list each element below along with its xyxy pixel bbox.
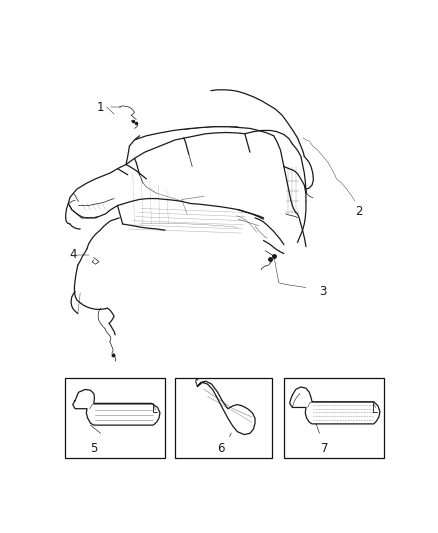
- Text: 3: 3: [319, 285, 327, 298]
- Bar: [65, 378, 165, 458]
- Text: 4: 4: [70, 248, 77, 261]
- Text: 7: 7: [321, 442, 328, 455]
- Text: 5: 5: [90, 442, 98, 455]
- Bar: [284, 378, 384, 458]
- Text: 1: 1: [97, 101, 104, 114]
- Text: 6: 6: [217, 442, 225, 455]
- Bar: [175, 378, 272, 458]
- Text: 2: 2: [355, 205, 362, 218]
